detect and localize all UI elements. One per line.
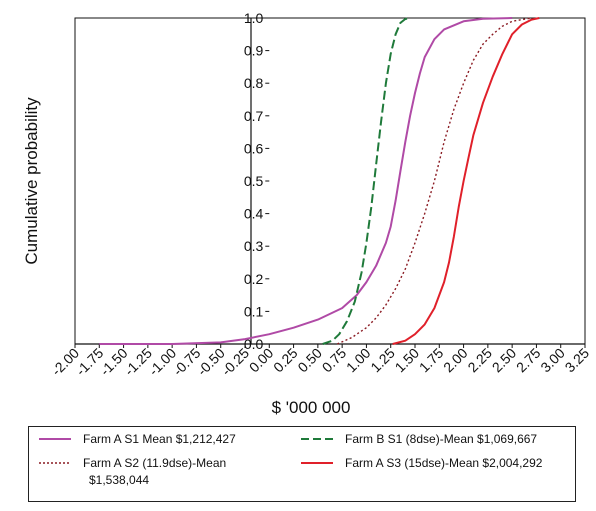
x-tick-label: 1.75	[416, 345, 447, 376]
x-tick-label: 2.50	[489, 345, 520, 376]
y-tick-label: 0.5	[244, 173, 264, 189]
legend-label-farm-a-s3: Farm A S3 (15dse)-Mean $2,004,292	[345, 456, 543, 470]
y-tick-label: 0.4	[244, 206, 264, 222]
cumulative-probability-chart: 0.0 0.1 0.2 0.3 0.4 0.5 0.6 0.7 0.8 0.9 1.0 -2.00-…	[22, 10, 592, 417]
chart-legend: Farm A S1 Mean $1,212,427 Farm B S1 (8ds…	[28, 426, 576, 502]
y-tick-label: 0.7	[244, 108, 264, 124]
x-axis-title: $ '000 000	[272, 398, 351, 417]
legend-swatch-farm-a-s2	[39, 462, 71, 464]
y-tick-label: 0.0	[244, 336, 264, 352]
x-tick-label: 0.25	[270, 345, 301, 376]
y-axis-ticks: 0.0 0.1 0.2 0.3 0.4 0.5 0.6 0.7 0.8 0.9 1.0	[244, 10, 270, 352]
legend-swatch-farm-a-s1	[39, 438, 71, 440]
legend-label-farm-b-s1: Farm B S1 (8dse)-Mean $1,069,667	[345, 432, 538, 446]
legend-label-farm-a-s1: Farm A S1 Mean $1,212,427	[83, 432, 236, 446]
x-tick-label: 2.00	[440, 345, 471, 376]
y-tick-label: 0.8	[244, 75, 264, 91]
y-tick-label: 0.9	[244, 43, 264, 59]
legend-label-farm-a-s2-line2: $1,538,044	[89, 473, 150, 487]
y-tick-label: 0.1	[244, 303, 264, 319]
y-axis-title: Cumulative probability	[22, 97, 41, 265]
series-line-2	[322, 17, 411, 345]
plot-area-frame	[74, 17, 586, 345]
x-tick-label: 2.25	[464, 345, 495, 376]
x-tick-label: 0.50	[294, 345, 325, 376]
x-tick-label: 0.75	[319, 345, 350, 376]
y-tick-label: 0.6	[244, 140, 264, 156]
series-lines	[99, 17, 540, 345]
x-tick-label: 1.50	[392, 345, 423, 376]
series-line-3	[337, 17, 532, 345]
y-tick-label: 0.3	[244, 238, 264, 254]
x-tick-label: 3.00	[537, 345, 568, 376]
x-tick-label: 1.25	[367, 345, 398, 376]
legend-label-farm-a-s2-line1: Farm A S2 (11.9dse)-Mean	[83, 456, 227, 470]
series-line-4	[392, 17, 540, 345]
legend-swatch-farm-a-s3	[301, 462, 333, 464]
y-tick-label: 1.0	[244, 10, 264, 26]
x-tick-label: 2.75	[513, 345, 544, 376]
x-axis-ticks: -2.00-1.75-1.50-1.25-1.00-0.75-0.50-0.25…	[48, 344, 592, 379]
series-line-1	[99, 17, 513, 345]
y-tick-label: 0.2	[244, 271, 264, 287]
x-tick-label: 1.00	[343, 345, 374, 376]
legend-swatch-farm-b-s1	[301, 438, 333, 440]
x-tick-label: 3.25	[562, 345, 593, 376]
